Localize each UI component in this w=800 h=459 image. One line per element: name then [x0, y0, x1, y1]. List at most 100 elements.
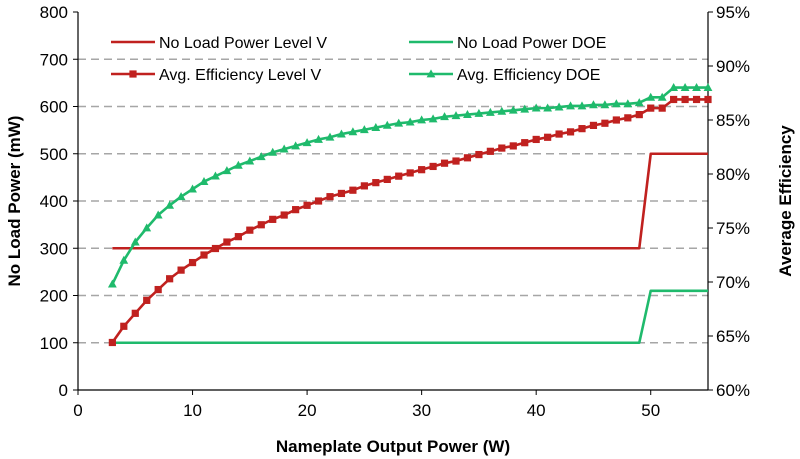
data-point-avg-efficiency-doe-22 [325, 132, 335, 141]
data-point-avg-efficiency-level-v-4 [120, 322, 128, 330]
data-point-avg-efficiency-level-v-25 [360, 182, 368, 190]
data-point-avg-efficiency-doe-35 [474, 108, 484, 117]
data-point-avg-efficiency-level-v-24 [349, 186, 357, 194]
data-point-avg-efficiency-level-v-5 [131, 309, 139, 317]
data-point-avg-efficiency-doe-36 [485, 107, 495, 116]
data-point-avg-efficiency-doe-23 [337, 129, 346, 138]
data-point-avg-efficiency-doe-37 [497, 106, 507, 115]
data-point-avg-efficiency-doe-26 [371, 122, 381, 131]
data-point-avg-efficiency-doe-50 [646, 92, 656, 101]
series-avg-efficiency-level-v [108, 95, 712, 347]
series-line-no-load-power-level-v [112, 152, 708, 250]
data-point-avg-efficiency-level-v-11 [200, 251, 208, 259]
right-tick-label-60: 60% [716, 381, 750, 400]
x-tick-label-10: 10 [183, 401, 202, 420]
data-point-avg-efficiency-doe-10 [188, 184, 197, 193]
data-point-avg-efficiency-level-v-17 [269, 215, 277, 223]
left-axis-ticks: 0 100 200 300 400 500 600 700 800 [40, 3, 78, 400]
data-point-avg-efficiency-doe-14 [233, 160, 243, 169]
data-point-avg-efficiency-level-v-6 [143, 296, 151, 304]
data-point-avg-efficiency-level-v-28 [395, 172, 403, 180]
right-axis-ticks: 60% 65% 70% 75% 80% 85% 90% 95% [708, 3, 750, 400]
data-point-avg-efficiency-level-v-33 [452, 157, 460, 165]
right-tick-label-90: 90% [716, 57, 750, 76]
left-tick-label-300: 300 [40, 239, 68, 258]
series-line-no-load-power-doe [112, 289, 708, 345]
x-axis-ticks: 0 10 20 30 40 50 [73, 390, 660, 420]
right-y-axis-title: Average Efficiency [776, 125, 795, 277]
data-point-avg-efficiency-level-v-39 [521, 139, 529, 147]
data-point-avg-efficiency-level-v-40 [532, 135, 540, 144]
data-point-avg-efficiency-level-v-43 [566, 128, 575, 136]
data-point-avg-efficiency-doe-40 [531, 103, 541, 112]
data-point-avg-efficiency-level-v-26 [372, 179, 380, 187]
data-point-avg-efficiency-level-v-38 [509, 142, 517, 150]
series-layer [107, 83, 713, 347]
right-tick-label-85: 85% [716, 111, 750, 130]
data-point-avg-efficiency-doe-49 [634, 98, 644, 107]
data-point-avg-efficiency-doe-55 [703, 83, 713, 91]
legend: No Load Power Level V No Load Power DOE Av… [111, 35, 606, 84]
data-point-avg-efficiency-level-v-31 [429, 162, 437, 171]
data-point-avg-efficiency-doe-34 [463, 110, 472, 118]
data-point-avg-efficiency-level-v-12 [211, 244, 220, 253]
data-point-avg-efficiency-doe-11 [199, 176, 209, 185]
left-tick-label-500: 500 [40, 145, 68, 164]
data-point-avg-efficiency-doe-31 [428, 114, 438, 123]
data-point-avg-efficiency-level-v-42 [555, 130, 563, 138]
data-point-avg-efficiency-level-v-55 [704, 95, 712, 104]
data-point-avg-efficiency-doe-17 [268, 147, 278, 156]
data-point-avg-efficiency-doe-44 [577, 101, 587, 110]
x-axis-title: Nameplate Output Power (W) [276, 437, 510, 456]
data-point-avg-efficiency-doe-20 [302, 138, 312, 147]
data-point-avg-efficiency-level-v-35 [475, 150, 483, 159]
left-tick-label-0: 0 [59, 381, 68, 400]
data-point-avg-efficiency-doe-51 [657, 92, 667, 101]
data-point-avg-efficiency-doe-52 [669, 83, 679, 91]
data-point-avg-efficiency-level-v-45 [589, 121, 598, 129]
data-point-avg-efficiency-level-v-18 [280, 211, 288, 219]
data-point-avg-efficiency-doe-32 [440, 112, 449, 121]
data-point-avg-efficiency-level-v-29 [406, 169, 414, 177]
data-point-avg-efficiency-level-v-20 [303, 201, 311, 209]
data-point-avg-efficiency-level-v-8 [166, 275, 174, 283]
left-tick-label-100: 100 [40, 334, 68, 353]
data-point-avg-efficiency-doe-18 [279, 144, 289, 153]
data-point-avg-efficiency-doe-33 [451, 111, 461, 120]
data-point-avg-efficiency-doe-19 [291, 141, 301, 150]
x-tick-label-30: 30 [412, 401, 431, 420]
data-point-avg-efficiency-doe-27 [382, 120, 392, 129]
data-point-avg-efficiency-doe-29 [405, 117, 415, 126]
legend-label-no-load-power-level-v: No Load Power Level V [159, 35, 327, 52]
data-point-avg-efficiency-level-v-10 [188, 258, 197, 267]
data-point-avg-efficiency-level-v-53 [681, 95, 689, 104]
data-point-avg-efficiency-doe-41 [543, 103, 553, 112]
data-point-avg-efficiency-doe-46 [600, 100, 610, 109]
legend-item-no-load-power-level-v: No Load Power Level V [111, 35, 327, 52]
data-point-avg-efficiency-doe-3 [107, 279, 117, 288]
data-point-avg-efficiency-doe-6 [142, 223, 152, 232]
data-point-avg-efficiency-doe-38 [508, 105, 518, 114]
x-tick-label-50: 50 [641, 401, 660, 420]
data-point-avg-efficiency-level-v-14 [234, 233, 242, 241]
data-point-avg-efficiency-level-v-9 [177, 266, 185, 274]
data-point-avg-efficiency-doe-7 [153, 210, 163, 219]
data-point-avg-efficiency-level-v-54 [692, 95, 701, 104]
series-no-load-power-doe [112, 289, 708, 345]
data-point-avg-efficiency-level-v-21 [314, 197, 323, 205]
left-tick-label-600: 600 [40, 98, 68, 117]
data-point-avg-efficiency-doe-30 [417, 115, 427, 124]
data-point-avg-efficiency-level-v-47 [612, 116, 620, 124]
data-point-avg-efficiency-doe-4 [119, 255, 129, 264]
data-point-avg-efficiency-doe-12 [211, 171, 220, 180]
data-point-avg-efficiency-doe-54 [692, 83, 701, 91]
x-tick-label-20: 20 [298, 401, 317, 420]
data-point-avg-efficiency-level-v-34 [463, 154, 472, 162]
data-point-avg-efficiency-doe-47 [611, 99, 621, 108]
left-y-axis-title: No Load Power (mW) [5, 116, 24, 287]
data-point-avg-efficiency-level-v-50 [647, 104, 655, 112]
left-tick-label-200: 200 [40, 287, 68, 306]
data-point-avg-efficiency-level-v-41 [544, 133, 552, 141]
legend-label-avg-efficiency-doe: Avg. Efficiency DOE [457, 67, 600, 84]
